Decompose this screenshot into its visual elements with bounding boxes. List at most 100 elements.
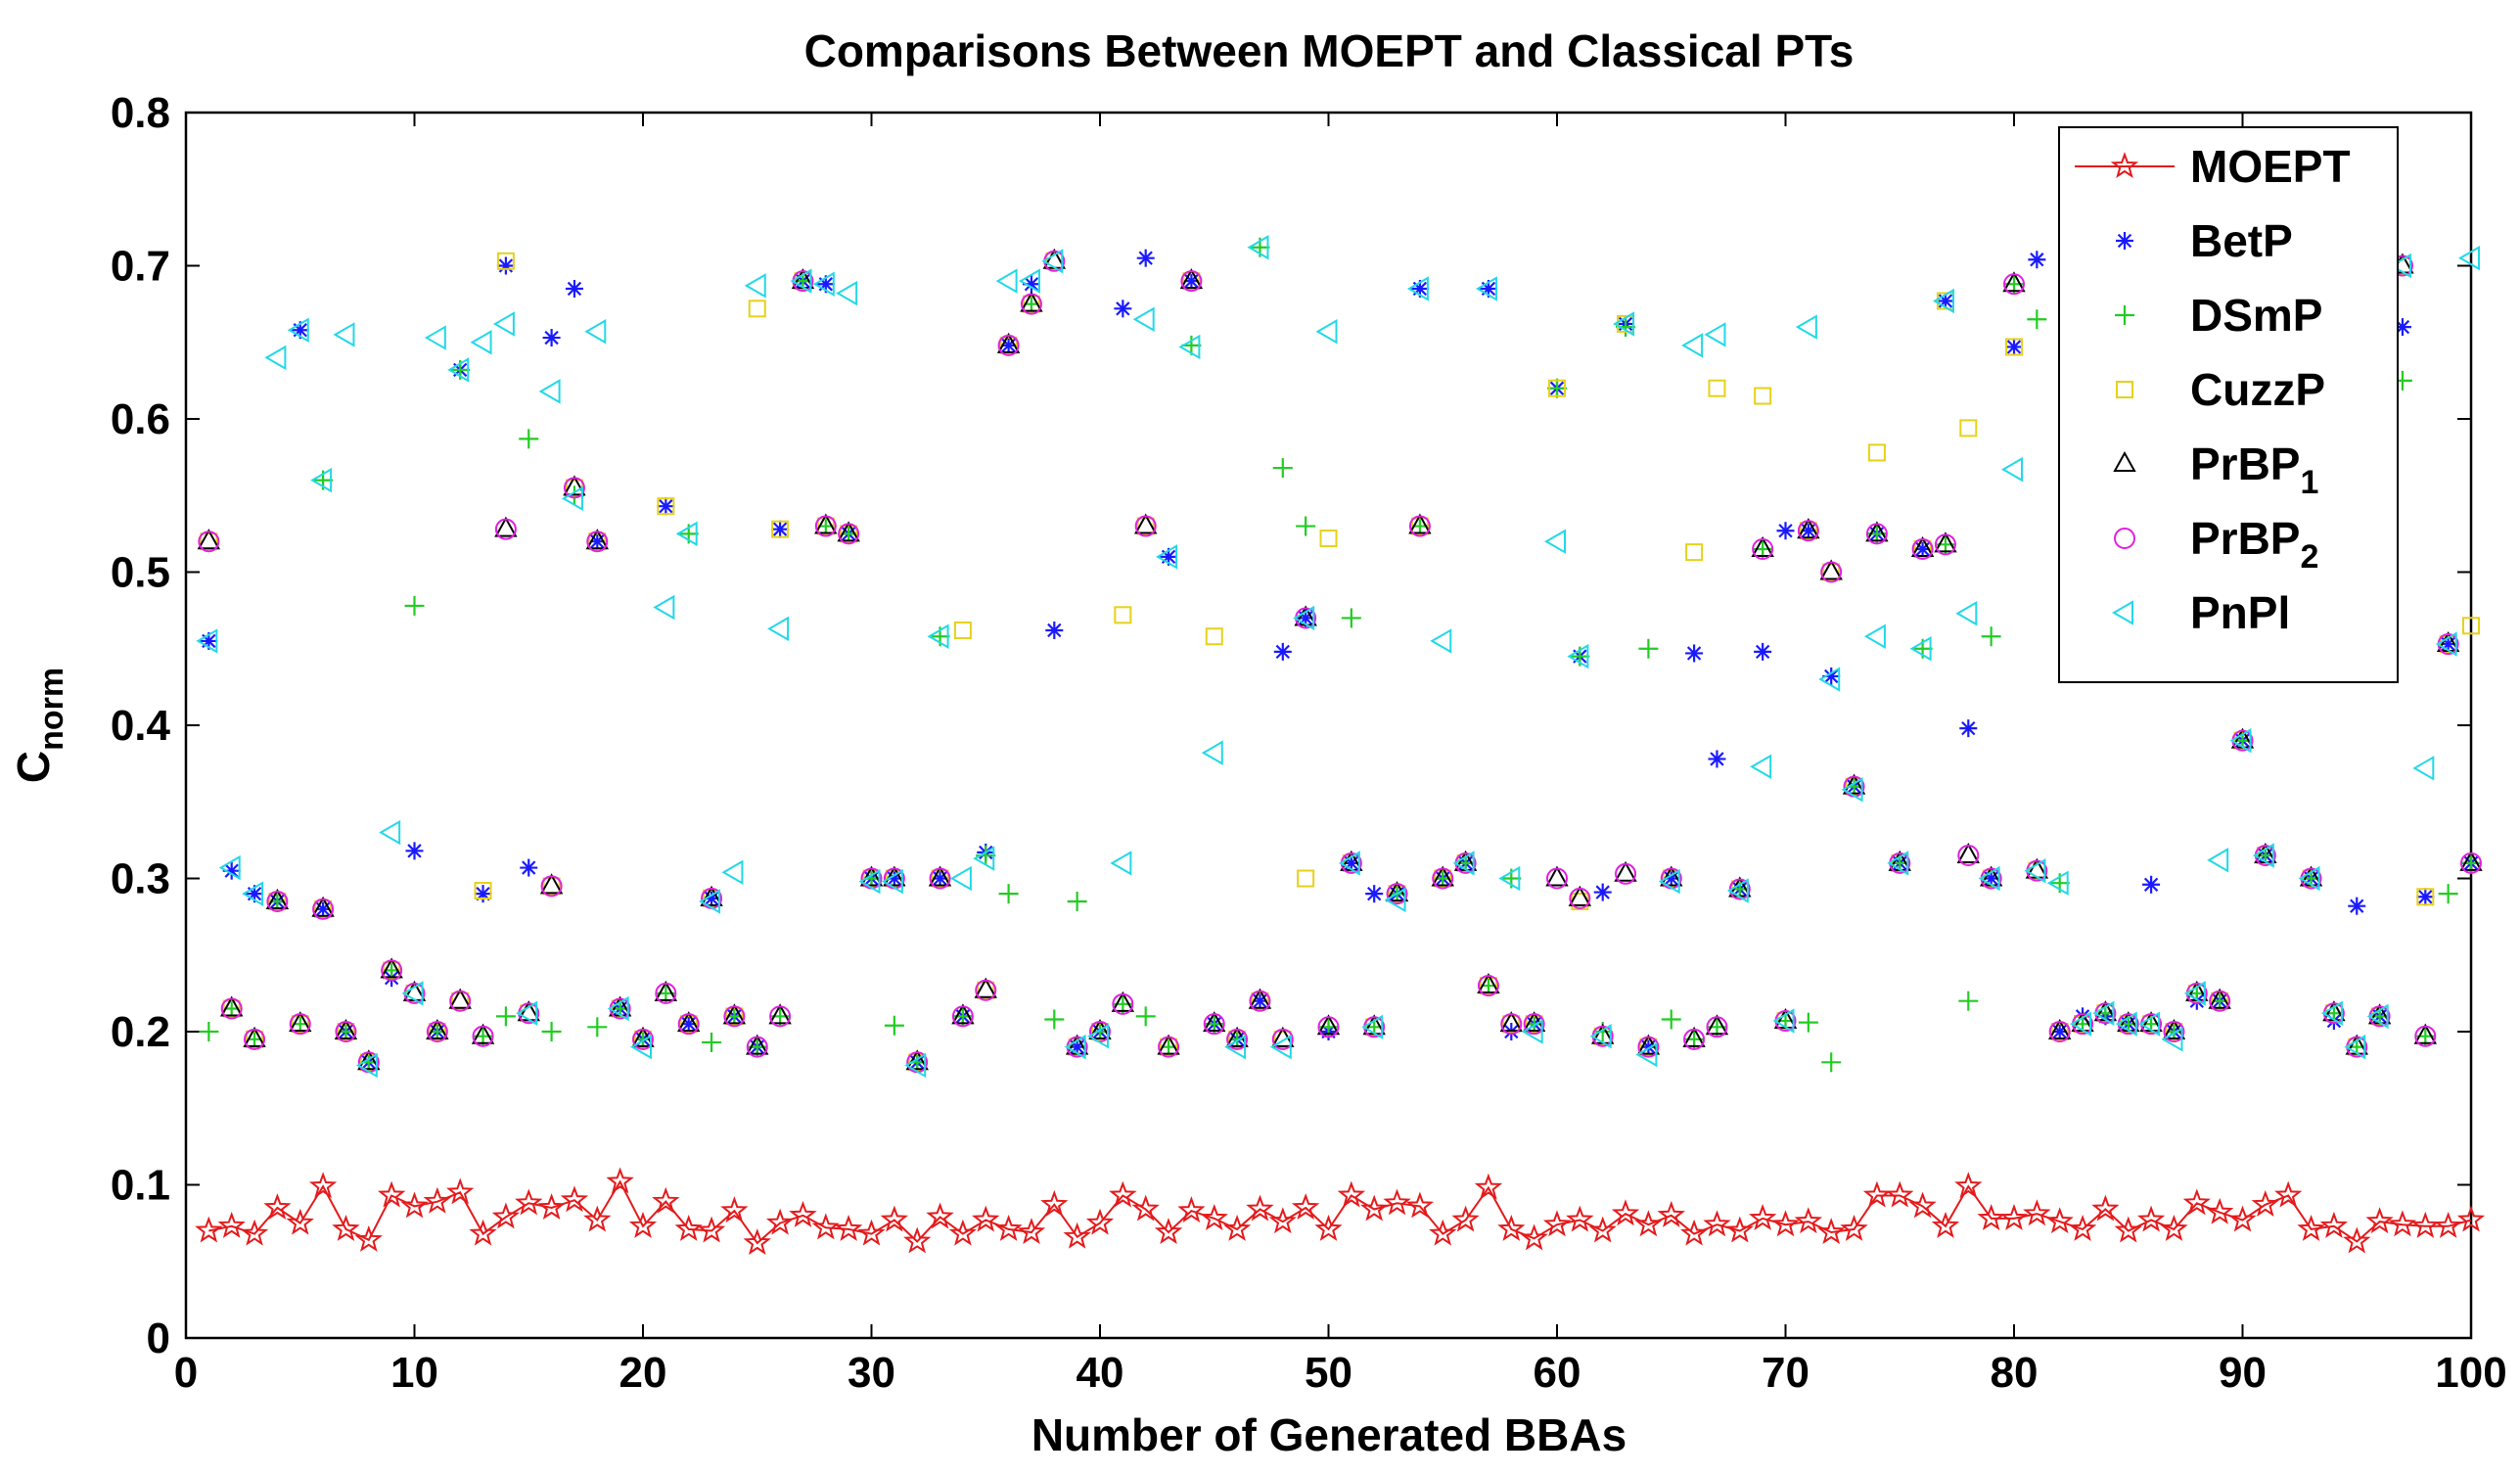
data-point-moept (789, 1200, 817, 1227)
x-tick-label: 20 (619, 1349, 667, 1397)
y-tick-label: 0.7 (111, 243, 170, 291)
data-point-pnpl (447, 357, 470, 383)
legend-label-main: PrBP (2190, 513, 2300, 564)
data-point-prbp2 (449, 990, 472, 1012)
legend-entry-pnpl: PnPl (2112, 587, 2290, 638)
data-point-pnpl (858, 868, 881, 895)
data-point-moept (1703, 1210, 1731, 1237)
data-point-moept (263, 1193, 292, 1221)
data-point-prbp2 (1432, 867, 1454, 890)
data-point-pnpl (699, 889, 721, 914)
data-point-dsmp (1821, 1052, 1842, 1073)
data-point-prbp1 (768, 1003, 792, 1025)
data-point-cuzzp (1754, 387, 1772, 405)
x-tick-labels: 0 10 20 30 40 50 60 70 80 90 100 (174, 1349, 2507, 1397)
data-point-pnpl (2115, 1011, 2137, 1037)
data-point-betp (405, 842, 424, 860)
legend-label-main: CuzzP (2190, 364, 2325, 415)
data-point-prbp1 (448, 988, 472, 1009)
data-point-prbp1 (289, 1011, 312, 1033)
data-point-moept (1268, 1207, 1297, 1234)
data-point-pnpl (1452, 851, 1475, 876)
data-point-betp (1593, 883, 1612, 901)
data-point-pnpl (2092, 1000, 2115, 1026)
data-point-pnpl (1635, 1041, 1658, 1068)
data-point-dsmp (1272, 458, 1293, 479)
data-point-moept (1840, 1215, 1868, 1241)
data-point-dsmp (199, 1022, 219, 1041)
data-point-pnpl (2366, 1003, 2389, 1030)
data-point-prbp2 (381, 959, 403, 982)
data-point-moept (1131, 1194, 1160, 1222)
data-point-pnpl (2344, 1034, 2366, 1060)
data-point-cuzzp (2005, 338, 2023, 356)
data-point-betp (1685, 644, 1704, 663)
data-point-prbp2 (2460, 852, 2482, 874)
data-point-cuzzp (1548, 379, 1566, 397)
data-point-cuzzp (2462, 617, 2480, 635)
data-point-prbp1 (220, 995, 244, 1017)
data-point-pnpl (310, 467, 333, 493)
data-point-moept (1246, 1194, 1274, 1222)
data-point-betp (496, 256, 515, 275)
data-point-moept (628, 1211, 658, 1238)
data-point-moept (1429, 1219, 1457, 1246)
data-point-pnpl (2435, 631, 2457, 657)
y-tick-label: 0 (147, 1315, 170, 1362)
data-point-pnpl (1247, 234, 1269, 260)
data-point-cuzzp (2416, 888, 2435, 906)
data-point-prbp2 (1683, 1028, 1706, 1050)
data-point-moept (606, 1167, 634, 1194)
data-point-prbp1 (2002, 271, 2026, 293)
data-point-prbp2 (1637, 1036, 1660, 1058)
data-point-moept (1405, 1191, 1435, 1219)
data-point-moept (2365, 1207, 2394, 1234)
data-point-pnpl (1269, 1034, 1292, 1060)
x-tick-label: 0 (174, 1349, 198, 1397)
data-point-prbp1 (859, 865, 884, 887)
data-point-cuzzp (1685, 543, 1704, 562)
data-point-pnpl (333, 322, 355, 347)
data-point-dsmp (1296, 516, 1316, 536)
data-point-prbp2 (1386, 883, 1408, 905)
data-point-betp (1045, 621, 1064, 639)
data-point-cuzzp (771, 520, 790, 538)
data-point-pnpl (424, 325, 446, 350)
data-point-moept (1085, 1208, 1115, 1235)
data-point-betp (1273, 642, 1292, 661)
data-point-prbp1 (1179, 268, 1204, 290)
y-tick-label: 0.6 (111, 395, 170, 443)
data-point-prbp2 (540, 875, 563, 898)
data-point-prbp1 (1499, 1011, 1523, 1033)
data-point-prbp2 (220, 997, 243, 1020)
data-point-betp (1708, 750, 1726, 768)
data-point-pnpl (1018, 268, 1040, 294)
data-point-moept (765, 1208, 795, 1235)
data-point-pnpl (1658, 868, 1680, 895)
data-point-prbp2 (677, 1013, 700, 1036)
data-point-pnpl (1841, 776, 1863, 803)
data-point-betp (2416, 888, 2435, 906)
data-point-moept (1337, 1180, 1366, 1208)
data-point-prbp2 (244, 1028, 266, 1050)
data-point-moept (2251, 1189, 2280, 1217)
data-point-betp (2348, 897, 2366, 915)
data-point-pnpl (1589, 1023, 1612, 1049)
data-point-moept (1771, 1210, 1800, 1237)
data-point-prbp1 (334, 1018, 358, 1039)
data-point-prbp1 (311, 896, 335, 917)
data-point-pnpl (287, 317, 309, 343)
data-point-moept (1725, 1216, 1754, 1243)
chart-title: Comparisons Between MOEPT and Classical … (804, 25, 1855, 76)
data-point-prbp1 (2413, 1023, 2437, 1044)
data-point-pnpl (973, 846, 995, 871)
data-point-pnpl (790, 268, 812, 294)
y-tick-label: 0.1 (111, 1162, 170, 1210)
x-tick-label: 50 (1305, 1349, 1352, 1397)
y-tick-label: 0.8 (111, 89, 170, 137)
data-point-prbp2 (426, 1021, 448, 1042)
data-point-prbp2 (335, 1021, 357, 1042)
data-point-dsmp (1638, 638, 1659, 659)
data-point-pnpl (1932, 288, 1954, 314)
